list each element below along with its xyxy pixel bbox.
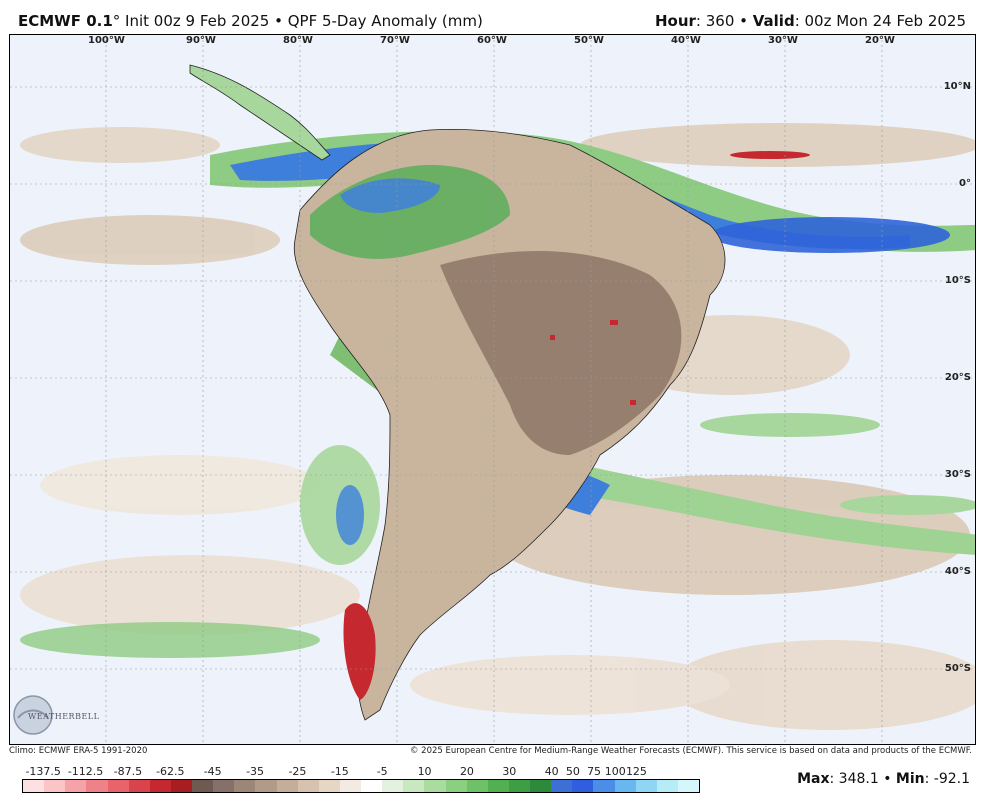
south-america-continent (293, 128, 726, 721)
climo-note: Climo: ECMWF ERA-5 1991-2020 (9, 746, 148, 756)
lon-label-40w: 40°W (671, 35, 701, 46)
colorbar-swatch (656, 780, 678, 792)
colorbar-swatch (318, 780, 340, 792)
valid-value: : 00z Mon 24 Feb 2025 (794, 12, 966, 30)
colorbar-swatch (466, 780, 488, 792)
lat-label-0: 0° (959, 178, 971, 189)
copyright-note: © 2025 European Centre for Medium-Range … (409, 746, 972, 756)
colorbar-swatch (614, 780, 636, 792)
dry-anomaly-ocean (20, 123, 975, 730)
colorbar-tick-label: -137.5 (25, 765, 61, 778)
colorbar-swatch (128, 780, 150, 792)
colorbar-swatch (192, 780, 214, 792)
colorbar-swatch (213, 780, 235, 792)
lon-label-20w: 20°W (865, 35, 895, 46)
footer: Climo: ECMWF ERA-5 1991-2020 © 2025 Euro… (0, 745, 984, 808)
colorbar-swatch (677, 780, 699, 792)
map-panel: 100°W 90°W 80°W 70°W 60°W 50°W 40°W 30°W… (9, 34, 976, 745)
model-name: ECMWF 0.1 (18, 12, 113, 30)
colorbar-swatch (149, 780, 171, 792)
map-title: ECMWF 0.1° Init 00z 9 Feb 2025 • QPF 5-D… (18, 12, 483, 30)
colorbar-tick-label: 40 (544, 765, 559, 778)
lon-label-90w: 90°W (186, 35, 216, 46)
valid-time: Hour: 360 • Valid: 00z Mon 24 Feb 2025 (655, 12, 966, 30)
min-value: : -92.1 (924, 771, 970, 787)
colorbar-swatch (572, 780, 594, 792)
header: ECMWF 0.1° Init 00z 9 Feb 2025 • QPF 5-D… (0, 0, 984, 34)
colorbar-tick-label: -62.5 (156, 765, 185, 778)
colorbar-swatch (403, 780, 425, 792)
colorbar-swatch (339, 780, 361, 792)
degree-sign: ° (112, 12, 121, 30)
weatherbell-logo (13, 695, 53, 735)
colorbar-tick-label: 20 (459, 765, 474, 778)
colorbar-swatch (382, 780, 404, 792)
lat-label-20s: 20°S (944, 372, 971, 383)
lon-label-70w: 70°W (380, 35, 410, 46)
colorbar-swatch (361, 780, 383, 792)
colorbar-tick-label: -35 (246, 765, 265, 778)
lon-label-80w: 80°W (283, 35, 313, 46)
logo-text: WEATHERBELL (28, 712, 100, 721)
colorbar-swatch (23, 780, 45, 792)
colorbar-tick-label: 50 (565, 765, 580, 778)
colorbar-swatch (487, 780, 509, 792)
lon-label-30w: 30°W (768, 35, 798, 46)
hour-label: Hour (654, 12, 696, 30)
colorbar-swatch (530, 780, 552, 792)
max-min-readout: Max: 348.1 • Min: -92.1 (797, 771, 970, 787)
colorbar-swatch (234, 780, 256, 792)
colorbar (22, 779, 700, 793)
colorbar-swatch (297, 780, 319, 792)
lon-label-60w: 60°W (477, 35, 507, 46)
colorbar-swatch (170, 780, 192, 792)
colorbar-swatch (107, 780, 129, 792)
colorbar-swatch (508, 780, 530, 792)
central-america (189, 64, 331, 161)
colorbar-swatch (276, 780, 298, 792)
colorbar-swatch (593, 780, 615, 792)
colorbar-tick-label: -5 (376, 765, 388, 778)
colorbar-swatch (255, 780, 277, 792)
colorbar-swatch (551, 780, 573, 792)
colorbar-tick-label: 100 (604, 765, 626, 778)
colorbar-tick-label: 75 (587, 765, 602, 778)
lat-label-10s: 10°S (944, 275, 971, 286)
colorbar-tick-label: -87.5 (113, 765, 143, 778)
hour-value: : 360 • (695, 12, 753, 30)
lat-label-50s: 50°S (944, 663, 971, 674)
init-and-product: Init 00z 9 Feb 2025 • QPF 5-Day Anomaly … (120, 12, 483, 30)
map-graphic (10, 35, 975, 744)
lat-label-40s: 40°S (944, 566, 971, 577)
colorbar-tick-label: 30 (502, 765, 517, 778)
colorbar-tick-label: -25 (288, 765, 307, 778)
colorbar-tick-label: 125 (625, 765, 647, 778)
colorbar-tick-label: -45 (203, 765, 222, 778)
valid-label: Valid (752, 12, 795, 30)
lon-label-100w: 100°W (88, 35, 125, 46)
lon-label-50w: 50°W (574, 35, 604, 46)
max-value: : 348.1 • (829, 771, 896, 787)
min-label: Min (895, 771, 925, 787)
colorbar-tick-label: -112.5 (67, 765, 104, 778)
max-label: Max (797, 771, 830, 787)
colorbar-swatch (86, 780, 108, 792)
colorbar-tick-label: 10 (417, 765, 432, 778)
lat-label-30s: 30°S (944, 469, 971, 480)
colorbar-swatch (424, 780, 446, 792)
colorbar-swatch (635, 780, 657, 792)
lat-label-10n: 10°N (943, 81, 971, 92)
colorbar-labels: -137.5 -112.5 -87.5 -62.5 -45 -35 -25 -15 -5 10 20… (22, 765, 702, 779)
colorbar-swatch (44, 780, 66, 792)
colorbar-tick-label: -15 (330, 765, 349, 778)
colorbar-swatch (445, 780, 467, 792)
graticule (10, 35, 975, 744)
colorbar-swatch (65, 780, 87, 792)
